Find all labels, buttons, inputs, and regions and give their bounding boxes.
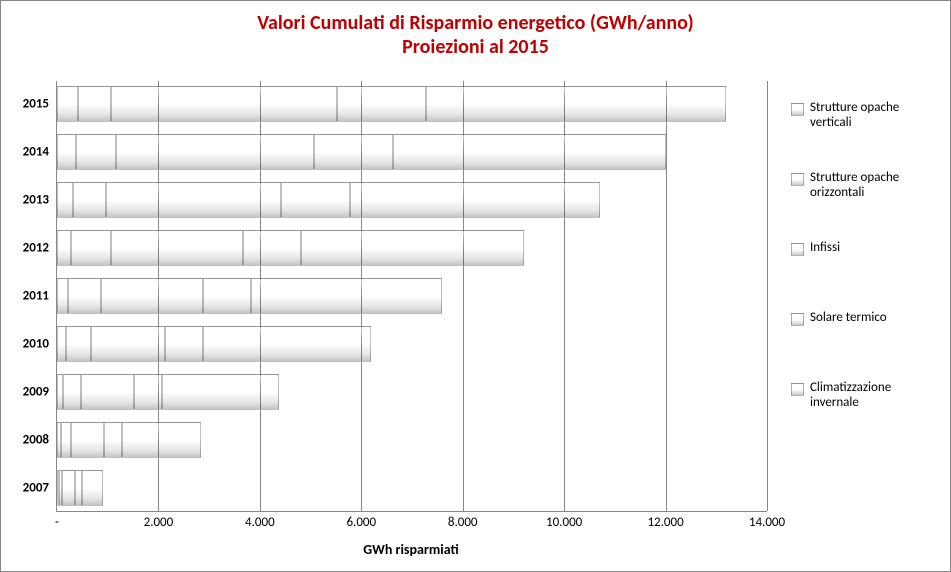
bar-segment-sol xyxy=(314,134,393,170)
bar-segment-sol xyxy=(75,470,83,506)
bar-segment-cli xyxy=(350,182,600,218)
legend-item: Strutture opache orizzontali xyxy=(791,171,941,201)
bar-segment-inf xyxy=(106,182,281,218)
bar-segment-cli xyxy=(301,230,523,266)
bar-segment-cli xyxy=(393,134,666,170)
y-tick-label: 2010 xyxy=(23,337,49,352)
chart-title: Valori Cumulati di Risparmio energetico … xyxy=(1,11,950,59)
bar-segment-soo xyxy=(68,278,101,314)
legend-swatch xyxy=(791,173,804,186)
legend-label: Strutture opache verticali xyxy=(810,101,930,131)
legend-label: Strutture opache orizzontali xyxy=(810,171,930,201)
legend-item: Infissi xyxy=(791,241,941,256)
x-tick-label: 8.000 xyxy=(448,515,478,530)
legend-label: Infissi xyxy=(810,241,930,256)
x-tick-label: 2.000 xyxy=(144,515,174,530)
bar-segment-sol xyxy=(104,422,122,458)
bar-segment-sov xyxy=(57,230,71,266)
x-tick-label: 4.000 xyxy=(245,515,275,530)
bar-segment-sov xyxy=(57,326,66,362)
bar-segment-cli xyxy=(426,86,727,122)
plot-area: -2.0004.0006.0008.00010.00012.00014.0002… xyxy=(56,81,767,512)
bar-segment-sov xyxy=(57,86,78,122)
bar-segment-soo xyxy=(73,182,106,218)
bar-segment-cli xyxy=(162,374,279,410)
x-tick-label: 6.000 xyxy=(346,515,376,530)
bar-segment-inf xyxy=(111,86,337,122)
legend-item: Strutture opache verticali xyxy=(791,101,941,131)
bar-segment-inf xyxy=(81,374,134,410)
bar-segment-cli xyxy=(82,470,102,506)
y-tick-label: 2013 xyxy=(23,193,49,208)
bar-segment-inf xyxy=(62,470,75,506)
bar-segment-soo xyxy=(61,422,72,458)
bar-segment-sov xyxy=(57,278,68,314)
y-tick-label: 2011 xyxy=(23,289,49,304)
bar-segment-soo xyxy=(78,86,111,122)
chart-frame: Valori Cumulati di Risparmio energetico … xyxy=(0,0,951,572)
bar-segment-sol xyxy=(203,278,251,314)
legend-swatch xyxy=(791,313,804,326)
legend-item: Climatizzazione invernale xyxy=(791,381,941,411)
legend-label: Solare termico xyxy=(810,311,930,326)
y-tick-label: 2007 xyxy=(23,481,49,496)
bar-segment-cli xyxy=(122,422,201,458)
bar-segment-inf xyxy=(71,422,104,458)
x-tick-label: - xyxy=(55,515,59,530)
legend-label: Climatizzazione invernale xyxy=(810,381,930,411)
legend-item: Solare termico xyxy=(791,311,941,326)
bar-segment-soo xyxy=(76,134,117,170)
bar-segment-inf xyxy=(101,278,202,314)
x-gridline xyxy=(767,81,768,511)
legend-swatch xyxy=(791,243,804,256)
bar-segment-sov xyxy=(57,134,76,170)
legend-swatch xyxy=(791,103,804,116)
legend-swatch xyxy=(791,383,804,396)
bar-segment-sol xyxy=(134,374,162,410)
bar-segment-cli xyxy=(251,278,443,314)
bar-segment-sol xyxy=(243,230,301,266)
bar-segment-sov xyxy=(57,182,73,218)
x-tick-label: 12.000 xyxy=(647,515,683,530)
bar-segment-soo xyxy=(66,326,91,362)
y-tick-label: 2012 xyxy=(23,241,49,256)
bar-segment-sol xyxy=(165,326,203,362)
bar-segment-soo xyxy=(71,230,112,266)
bar-segment-inf xyxy=(91,326,165,362)
bar-segment-soo xyxy=(63,374,81,410)
chart-title-line2: Proiezioni al 2015 xyxy=(402,35,549,59)
bar-segment-sol xyxy=(337,86,426,122)
x-tick-label: 10.000 xyxy=(546,515,582,530)
x-gridline xyxy=(666,81,667,511)
bar-segment-inf xyxy=(111,230,243,266)
y-tick-label: 2015 xyxy=(23,97,49,112)
y-tick-label: 2014 xyxy=(23,145,49,160)
x-axis-title: GWh risparmiati xyxy=(363,541,458,558)
y-tick-label: 2009 xyxy=(23,385,49,400)
bar-segment-cli xyxy=(203,326,372,362)
x-tick-label: 14.000 xyxy=(749,515,785,530)
chart-title-line1: Valori Cumulati di Risparmio energetico … xyxy=(257,11,694,35)
bar-segment-sol xyxy=(281,182,349,218)
y-tick-label: 2008 xyxy=(23,433,49,448)
bar-segment-inf xyxy=(116,134,314,170)
